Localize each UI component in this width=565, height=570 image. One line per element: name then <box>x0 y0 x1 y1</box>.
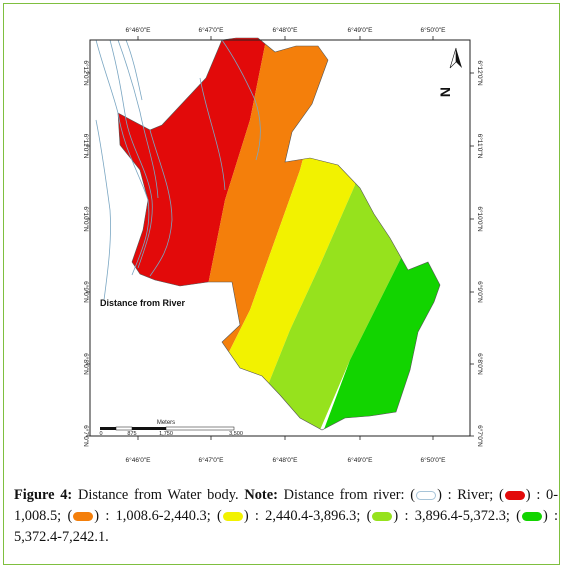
bottom-lon-label: 6°48'0"E <box>273 456 299 464</box>
legend-item: : 1,008.6-2,440.3; <box>99 508 211 524</box>
legend-swatch-zone5 <box>521 512 542 521</box>
scale-tick: 875 <box>127 431 136 437</box>
note-text: Distance from river: <box>277 487 405 503</box>
legend-item: : 5,372.4-7,242.1. <box>14 508 559 545</box>
top-lon-label: 6°47'0"E <box>199 26 225 34</box>
left-lat-label: 6°12'0"N <box>82 60 90 86</box>
top-lon-label: 6°49'0"E <box>348 26 374 34</box>
figure-frame <box>3 3 560 565</box>
figure-caption: Figure 4: Distance from Water body. Note… <box>14 487 559 545</box>
left-lat-label: 6°11'0"N <box>82 134 90 159</box>
right-lat-label: 6°11'0"N <box>476 134 484 159</box>
legend-swatch-zone3 <box>222 512 243 521</box>
legend-swatch-zone4 <box>372 512 393 521</box>
right-lat-label: 6°9'0"N <box>476 281 484 303</box>
river-lines <box>95 39 261 301</box>
top-lon-label: 6°46'0"E <box>126 26 152 34</box>
bottom-lon-label: 6°49'0"E <box>348 456 374 464</box>
top-lon-label: 6°50'0"E <box>421 26 447 34</box>
lat-ticks <box>86 72 474 437</box>
bottom-lon-label: 6°50'0"E <box>421 456 447 464</box>
bottom-lon-label: 6°46'0"E <box>126 456 152 464</box>
scale-unit: Meters <box>157 420 175 426</box>
right-lat-label: 6°8'0"N <box>476 353 484 375</box>
left-lat-label: 6°8'0"N <box>82 353 90 375</box>
north-letter: N <box>437 87 453 97</box>
right-lat-label: 6°7'0"N <box>476 425 484 447</box>
left-lat-label: 6°9'0"N <box>82 281 90 303</box>
legend-swatch-zone2 <box>73 512 94 521</box>
legend-item: : 2,440.4-3,896.3; <box>248 508 361 524</box>
lon-ticks <box>137 36 434 440</box>
map-figure: 6°46'0"E 6°47'0"E 6°48'0"E 6°49'0"E 6°50… <box>82 26 484 464</box>
map-border <box>89 39 471 437</box>
scale-tick: 0 <box>99 431 102 437</box>
legend-item: : 0-1,008.5; <box>14 487 559 524</box>
left-lat-label: 6°7'0"N <box>82 425 90 447</box>
right-lat-label: 6°12'0"N <box>476 60 484 86</box>
scale-bar: Meters 0 875 1,750 3,500 <box>99 420 242 437</box>
legend-swatch-zone1 <box>504 491 525 500</box>
bottom-lon-label: 6°47'0"E <box>199 456 225 464</box>
north-arrow-icon: N <box>437 47 462 97</box>
left-lat-label: 6°10'0"N <box>82 206 90 232</box>
top-lon-label: 6°48'0"E <box>273 26 299 34</box>
figure-title: Distance from Water body. <box>72 487 239 503</box>
legend-item: : River; <box>441 487 494 503</box>
scale-tick: 3,500 <box>229 431 243 437</box>
note-label: Note: <box>238 487 278 503</box>
study-area-outline <box>117 37 441 431</box>
scale-tick: 1,750 <box>159 431 173 437</box>
map-label: Distance from River <box>100 298 186 308</box>
legend-item: : 3,896.4-5,372.3; <box>398 508 510 524</box>
legend-swatch-river <box>416 491 437 500</box>
figure-label: Figure 4: <box>14 487 73 503</box>
right-lat-label: 6°10'0"N <box>476 206 484 232</box>
